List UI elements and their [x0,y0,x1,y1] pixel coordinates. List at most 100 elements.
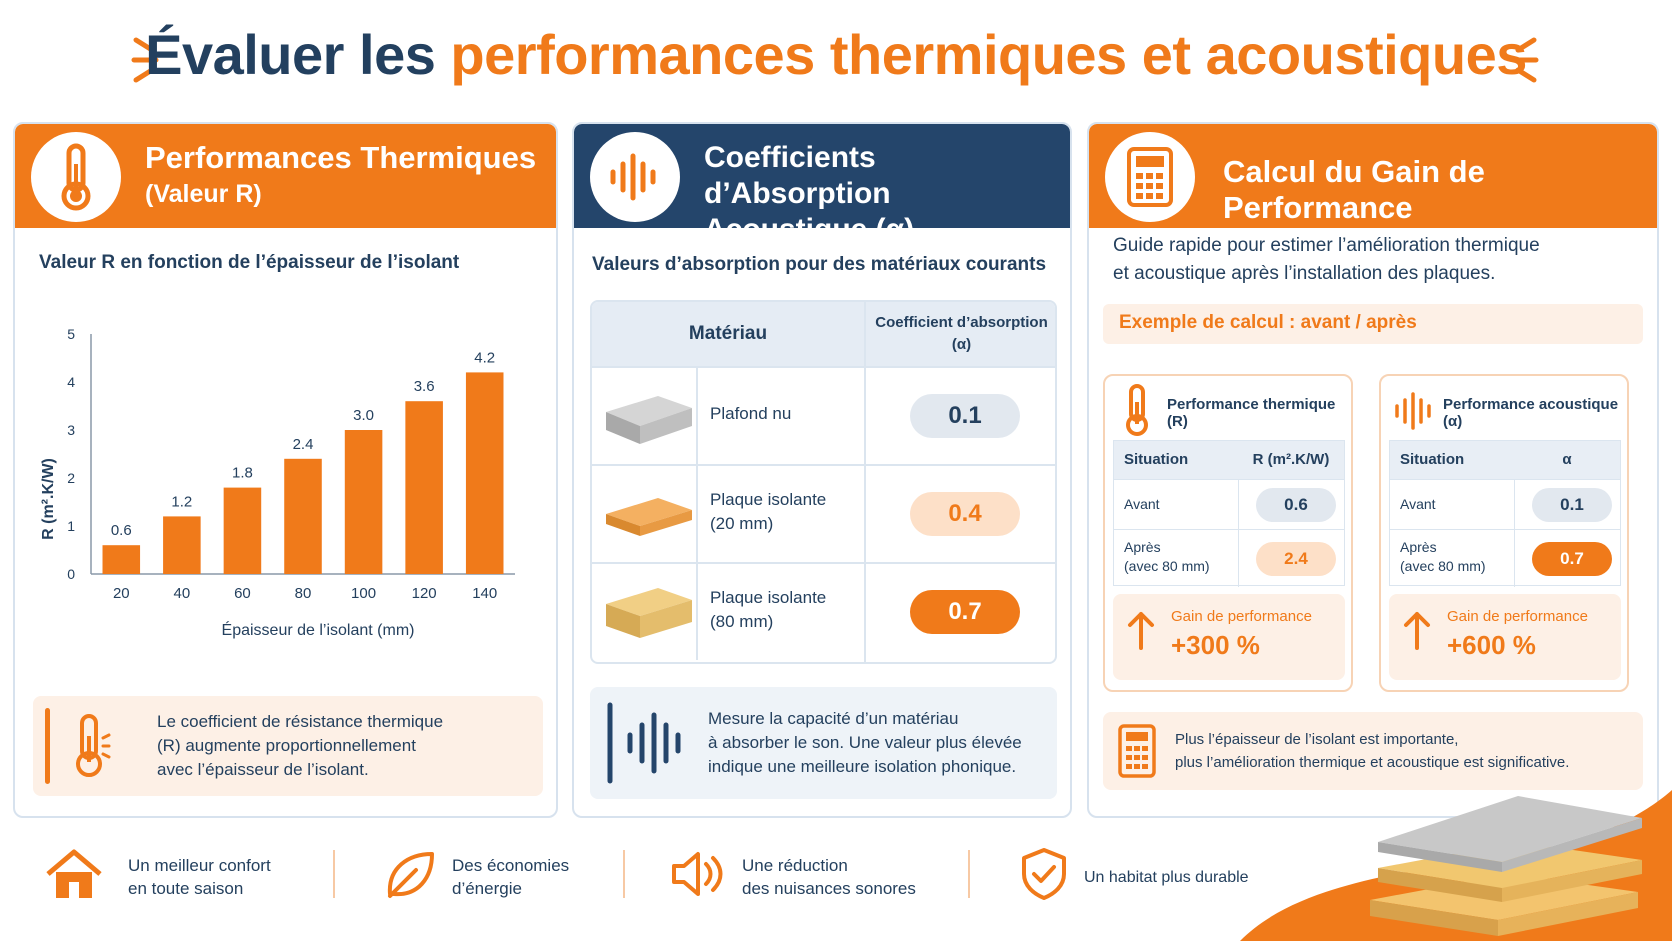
absorption-table-title: Valeurs d’absorption pour des matériaux … [592,254,1047,275]
acoustic-compare-table: Situation α Avant 0.1 Après (avec 80 mm)… [1389,440,1621,587]
thermal-compare-table: Situation R (m².K/W) Avant 0.6 Après (av… [1113,440,1345,587]
x-tick-label: 40 [174,585,191,602]
thermal-before-value: 0.6 [1256,488,1336,522]
y-tick-label: 0 [67,566,75,582]
leaf-icon [387,852,434,898]
house-icon [46,849,102,898]
material-name: Plafond nu [710,404,792,423]
title-sparkle-right-icon [1511,37,1539,83]
title-part-2: performances thermiques et acoustiques [450,23,1527,86]
acoustic-performance-box: Performance acoustique (α) Situation α A… [1379,374,1629,692]
chart-bar [223,487,262,574]
arrow-up-icon [1128,612,1154,650]
insulation-80mm-swatch [606,588,692,638]
thermal-after-value: 2.4 [1256,542,1336,576]
material-thickness: (20 mm) [710,514,774,533]
arrow-up-icon [1404,612,1430,650]
bar-value-label: 4.2 [474,349,495,366]
chart-bar [163,516,201,574]
bar-value-label: 3.0 [353,407,374,424]
y-tick-label: 2 [67,470,75,486]
thermometer-icon [1126,384,1148,436]
bar-value-label: 3.6 [414,378,435,395]
table-row: Avant 0.1 [1390,479,1620,529]
r-value-bar-chart: R (m².K/W) Épaisseur de l’isolant (mm) 0… [40,326,515,639]
thermal-note: Le coefficient de résistance thermique (… [33,696,543,796]
absorption-table-header: Matériau Coefficient d’absorption (α) [592,302,1055,366]
calculator-icon [1105,132,1195,222]
thermal-note-line-2: (R) augmente proportionnellement [157,736,416,755]
thermal-gain-value: +300 % [1171,630,1260,660]
bare-ceiling-swatch [606,396,692,444]
x-tick-label: 60 [234,585,251,602]
bar-value-label: 1.8 [232,465,253,482]
table-row: Après (avec 80 mm) 0.7 [1390,529,1620,587]
acoustic-note-line-1: Mesure la capacité d’un matériau [708,709,959,728]
y-tick-label: 3 [67,422,75,438]
shield-check-icon [1022,848,1066,900]
x-tick-label: 20 [113,585,130,602]
table-row: Avant 0.6 [1114,479,1344,529]
bar-value-label: 1.2 [171,493,192,510]
chart-title: Valeur R en fonction de l’épaisseur de l… [39,252,460,273]
acoustic-after-value: 0.7 [1532,542,1612,576]
insulation-20mm-swatch [606,498,692,536]
calculation-note-line-1: Plus l’épaisseur de l’isolant est import… [1175,731,1459,748]
acoustic-card-title-line-1: Coefficients d’Absorption [704,141,891,210]
chart-bar [405,401,443,574]
thermometer-icon [31,132,121,222]
y-tick-label: 1 [67,518,75,534]
sound-wave-note-icon [607,702,681,784]
title-sparkle-left-icon [131,37,159,83]
x-tick-label: 120 [412,585,437,602]
acoustic-note-line-3: indique une meilleure isolation phonique… [708,757,1017,776]
insulation-panels-illustration [1240,790,1672,941]
y-tick-label: 4 [67,374,75,390]
absorption-table: Matériau Coefficient d’absorption (α) Pl… [590,300,1057,664]
x-tick-label: 100 [351,585,376,602]
col-coefficient-header: Coefficient d’absorption (α) [875,314,1048,353]
thermal-note-line-1: Le coefficient de résistance thermique [157,712,444,731]
chart-bar [284,458,322,574]
thermometer-heat-icon [76,714,111,777]
thermal-card-subtitle: (Valeur R) [145,180,262,208]
absorption-value: 0.1 [910,394,1020,438]
table-row: Après (avec 80 mm) 2.4 [1114,529,1344,587]
chart-bar [102,545,141,574]
thermal-performance-box: Performance thermique (R) Situation R (m… [1103,374,1353,692]
calculator-note-icon [1118,724,1156,778]
bar-value-label: 2.4 [293,436,314,453]
speaker-icon [672,852,723,896]
acoustic-card-header: Coefficients d’Absorption Acoustique (α) [574,124,1070,246]
thermal-card: Performances Thermiques (Valeur R) Valeu… [13,122,558,818]
acoustic-gain: Gain de performance +600 % [1389,594,1621,680]
title-part-1: Évaluer les [145,23,436,86]
calculation-intro: Guide rapide pour estimer l’amélioration… [1113,235,1540,284]
acoustic-card: Coefficients d’Absorption Acoustique (α)… [572,122,1072,818]
material-name: Plaque isolante [710,588,827,607]
acoustic-note: Mesure la capacité d’un matériau à absor… [590,687,1057,799]
thermal-card-title: Performances Thermiques [145,140,537,175]
acoustic-gain-value: +600 % [1447,630,1536,660]
example-banner: Exemple de calcul : avant / après [1103,304,1643,344]
acoustic-before-value: 0.1 [1532,488,1612,522]
thermal-card-header: Performances Thermiques (Valeur R) [15,124,556,228]
x-tick-label: 140 [472,585,497,602]
table-row: Plaque isolante (20 mm) 0.4 [592,464,1055,562]
calculation-note-line-2: plus l’amélioration thermique et acousti… [1175,754,1570,771]
page-title: Évaluer les performances thermiques et a… [0,22,1672,87]
chart-bar [465,372,504,574]
thermal-gain: Gain de performance +300 % [1113,594,1345,680]
col-material-header: Matériau [688,323,768,344]
table-row: Plaque isolante (80 mm) 0.7 [592,562,1055,660]
thermal-box-title: Performance thermique (R) [1167,396,1336,430]
x-tick-label: 80 [295,585,312,602]
sound-wave-icon [590,132,680,222]
acoustic-box-title: Performance acoustique (α) [1443,396,1619,430]
example-title: Exemple de calcul : avant / après [1119,312,1417,333]
table-row: Plafond nu 0.1 [592,366,1055,464]
calculation-note: Plus l’épaisseur de l’isolant est import… [1103,712,1643,790]
sound-wave-icon [1395,392,1431,430]
chart-bar [344,430,383,574]
calculation-card-title: Calcul du Gain de Performance [1223,154,1485,225]
